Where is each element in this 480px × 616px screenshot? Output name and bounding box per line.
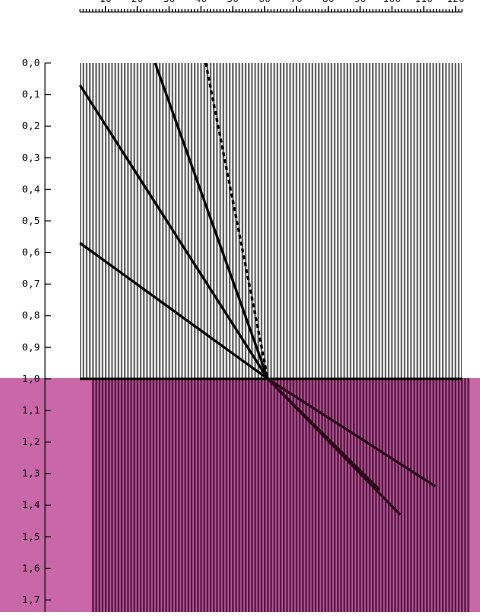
- y-tick-label: 0,0: [22, 58, 40, 69]
- y-tick-label: 1,7: [22, 595, 40, 606]
- x-tick-label: 20: [131, 0, 143, 5]
- x-tick-label: 10: [99, 0, 111, 5]
- x-tick-label: 30: [163, 0, 175, 5]
- chart: 10 20 30 40 50 60 70 80 90 100 110 120 0,0 0,1 0,2 0,3 0…: [0, 0, 480, 612]
- y-tick-label: 0,4: [22, 184, 40, 195]
- y-tick-label: 1,2: [22, 437, 40, 448]
- y-tick-label: 1,5: [22, 532, 40, 543]
- y-tick-label: 1,3: [22, 469, 40, 480]
- traces: [80, 63, 462, 378]
- traces-highlighted: [92, 378, 470, 612]
- x-tick-label: 60: [259, 0, 271, 5]
- x-tick-label: 100: [383, 0, 401, 5]
- y-tick-label: 0,5: [22, 216, 40, 227]
- y-tick-label: 0,1: [22, 90, 40, 101]
- y-tick-label: 1,0: [22, 374, 40, 385]
- y-tick-label: 0,9: [22, 342, 40, 353]
- y-tick-label: 0,7: [22, 279, 40, 290]
- y-tick-label: 0,3: [22, 153, 40, 164]
- x-tick-label: 90: [354, 0, 366, 5]
- x-tick-label: 80: [322, 0, 334, 5]
- x-tick-label: 50: [227, 0, 239, 5]
- y-tick-label: 1,1: [22, 405, 40, 416]
- y-tick-label: 1,6: [22, 563, 40, 574]
- x-tick-label: 120: [447, 0, 465, 5]
- x-tick-label: 40: [195, 0, 207, 5]
- y-tick-label: 1,4: [22, 500, 40, 511]
- x-tick-label: 70: [290, 0, 302, 5]
- y-tick-label: 0,8: [22, 311, 40, 322]
- x-tick-label: 110: [415, 0, 433, 5]
- y-tick-label: 0,2: [22, 121, 40, 132]
- y-tick-label: 0,6: [22, 248, 40, 259]
